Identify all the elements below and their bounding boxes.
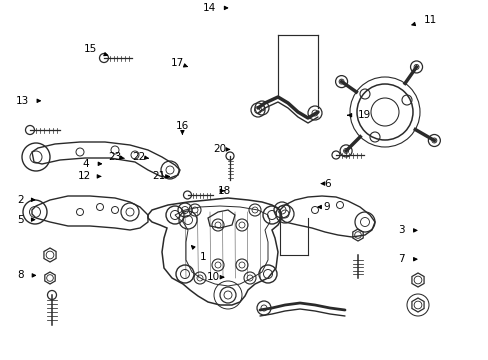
Text: 5: 5 [17,215,35,225]
Text: 22: 22 [131,152,148,162]
Text: 1: 1 [191,246,206,262]
Text: 13: 13 [15,96,41,106]
Text: 16: 16 [175,121,189,134]
Text: 9: 9 [317,202,329,212]
Text: 10: 10 [207,272,223,282]
Text: 6: 6 [321,179,330,189]
Text: 8: 8 [17,270,36,280]
Text: 18: 18 [217,186,230,196]
Text: 15: 15 [83,44,107,56]
Text: 19: 19 [347,110,370,120]
Text: 7: 7 [397,254,416,264]
Text: 12: 12 [77,171,101,181]
Text: 3: 3 [397,225,416,235]
Text: 11: 11 [411,15,436,26]
Text: 20: 20 [213,144,229,154]
Text: 4: 4 [82,159,102,169]
Text: 2: 2 [17,195,35,205]
Text: 21: 21 [152,171,169,181]
Text: 17: 17 [170,58,187,68]
Text: 23: 23 [108,152,124,162]
Text: 14: 14 [202,3,227,13]
